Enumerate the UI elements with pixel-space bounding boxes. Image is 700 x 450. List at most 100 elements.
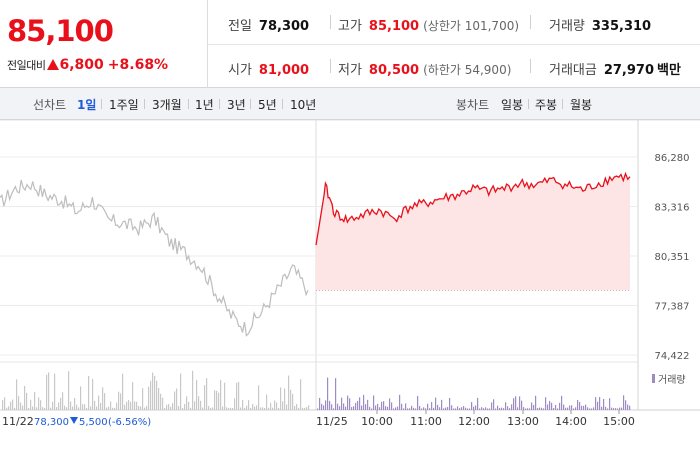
volume-bar-today bbox=[477, 397, 479, 410]
stat-value: 335,310 bbox=[591, 19, 652, 34]
volume-bar-today bbox=[585, 404, 587, 410]
volume-bar-prev-day bbox=[74, 397, 76, 410]
volume-bar-prev-day bbox=[226, 407, 228, 410]
tab-3-years[interactable]: 3년 bbox=[227, 98, 246, 112]
volume-bar-today bbox=[539, 407, 541, 410]
volume-bar-prev-day bbox=[108, 406, 110, 410]
volume-bar-today bbox=[431, 402, 433, 410]
volume-bar-prev-day bbox=[68, 371, 70, 410]
volume-bar-today bbox=[463, 406, 465, 410]
volume-bar-today bbox=[559, 402, 561, 410]
volume-bar-prev-day bbox=[196, 379, 198, 410]
volume-bar-prev-day bbox=[170, 406, 172, 410]
volume-bar-today bbox=[471, 402, 473, 410]
volume-bar-prev-day bbox=[248, 400, 250, 410]
volume-bar-prev-day bbox=[78, 407, 80, 410]
volume-bar-today bbox=[543, 408, 545, 410]
stat-label: 저가 bbox=[338, 63, 362, 78]
volume-bar-prev-day bbox=[86, 407, 88, 410]
volume-bar-prev-day bbox=[26, 392, 28, 410]
volume-bar-today bbox=[529, 408, 531, 410]
volume-bar-today bbox=[331, 404, 333, 410]
x-tick-label: 10:00 bbox=[361, 415, 393, 428]
volume-bar-prev-day bbox=[186, 396, 188, 410]
volume-bar-today bbox=[379, 407, 381, 410]
volume-bar-today bbox=[339, 406, 341, 410]
tab-daily-candle[interactable]: 일봉 bbox=[501, 98, 524, 112]
chart-period-tabbar: 선차트 1일 1주일 3개월 1년 3년 5년 10년 봉차트 일봉 주봉 월봉 bbox=[0, 88, 700, 120]
volume-bar-today bbox=[549, 400, 551, 410]
volume-bar-prev-day bbox=[222, 406, 224, 410]
volume-bar-prev-day bbox=[198, 396, 200, 410]
volume-bar-prev-day bbox=[262, 407, 264, 410]
stat-value: 80,500 bbox=[368, 63, 420, 78]
volume-bar-today bbox=[483, 408, 485, 410]
stat-open: 시가 81,000 bbox=[228, 59, 309, 78]
tab-10-years[interactable]: 10년 bbox=[290, 98, 317, 112]
volume-bar-prev-day bbox=[206, 378, 208, 410]
volume-bar-today bbox=[545, 397, 547, 410]
volume-bar-today bbox=[511, 404, 513, 410]
volume-bar-prev-day bbox=[124, 404, 126, 410]
volume-bar-today bbox=[387, 406, 389, 410]
volume-bar-prev-day bbox=[50, 407, 52, 410]
tab-weekly-candle[interactable]: 주봉 bbox=[535, 98, 558, 112]
volume-bar-prev-day bbox=[296, 403, 298, 410]
today-price-area bbox=[316, 173, 630, 291]
volume-bar-today bbox=[325, 400, 327, 410]
volume-bar-today bbox=[433, 407, 435, 410]
stat-label: 고가 bbox=[338, 19, 362, 34]
volume-bar-today bbox=[563, 404, 565, 410]
x-tick-label: 12:00 bbox=[458, 415, 490, 428]
prev-change-label: 5,500 bbox=[79, 417, 108, 428]
volume-bar-today bbox=[413, 407, 415, 410]
volume-bar-today bbox=[449, 398, 451, 410]
price-chart[interactable]: 86,280 83,316 80,351 77,387 74,422 거래량 11/22 78… bbox=[0, 120, 700, 450]
volume-bar-prev-day bbox=[150, 380, 152, 410]
volume-bar-prev-day bbox=[92, 379, 94, 410]
volume-bar-today bbox=[407, 408, 409, 410]
y-tick-label: 80,351 bbox=[655, 252, 690, 263]
volume-bar-today bbox=[503, 408, 505, 410]
prev-close-label: 78,300 bbox=[34, 417, 69, 428]
volume-bar-prev-day bbox=[106, 407, 108, 410]
stat-low: 저가 80,500 (하한가 54,900) bbox=[338, 59, 511, 78]
volume-bar-today bbox=[601, 406, 603, 410]
volume-bar-today bbox=[337, 403, 339, 410]
volume-bar-today bbox=[427, 403, 429, 410]
volume-bar-prev-day bbox=[100, 402, 102, 410]
volume-bar-today bbox=[375, 405, 377, 410]
tab-5-years[interactable]: 5년 bbox=[258, 98, 277, 112]
volume-bar-today bbox=[509, 408, 511, 410]
volume-bar-prev-day bbox=[298, 407, 300, 410]
volume-bar-prev-day bbox=[240, 407, 242, 410]
tab-1-week[interactable]: 1주일 bbox=[109, 98, 139, 112]
volume-bar-today bbox=[487, 408, 489, 410]
volume-bar-prev-day bbox=[96, 406, 98, 410]
volume-bar-today bbox=[355, 402, 357, 410]
stat-label: 시가 bbox=[228, 63, 252, 78]
tab-separator bbox=[528, 99, 529, 109]
volume-bar-prev-day bbox=[300, 379, 302, 410]
tab-1-year[interactable]: 1년 bbox=[195, 98, 214, 112]
tab-1-day[interactable]: 1일 bbox=[77, 98, 97, 112]
volume-bar-today bbox=[429, 408, 431, 410]
tab-3-months[interactable]: 3개월 bbox=[152, 98, 182, 112]
volume-bar-prev-day bbox=[250, 407, 252, 410]
volume-bar-prev-day bbox=[116, 402, 118, 410]
volume-bar-today bbox=[347, 395, 349, 410]
chart-svg: 86,280 83,316 80,351 77,387 74,422 거래량 11/22 78… bbox=[0, 120, 700, 428]
volume-bar-prev-day bbox=[232, 407, 234, 410]
volume-bar-today bbox=[575, 407, 577, 410]
volume-bar-today bbox=[333, 408, 335, 410]
volume-bar-prev-day bbox=[130, 401, 132, 410]
volume-bar-prev-day bbox=[70, 401, 72, 410]
volume-bar-today bbox=[447, 407, 449, 410]
volume-bar-prev-day bbox=[204, 385, 206, 410]
volume-bar-today bbox=[469, 408, 471, 410]
volume-bar-prev-day bbox=[304, 407, 306, 410]
tab-monthly-candle[interactable]: 월봉 bbox=[570, 98, 593, 112]
volume-bar-prev-day bbox=[80, 386, 82, 410]
volume-bar-prev-day bbox=[218, 392, 220, 410]
volume-bar-today bbox=[627, 404, 629, 410]
